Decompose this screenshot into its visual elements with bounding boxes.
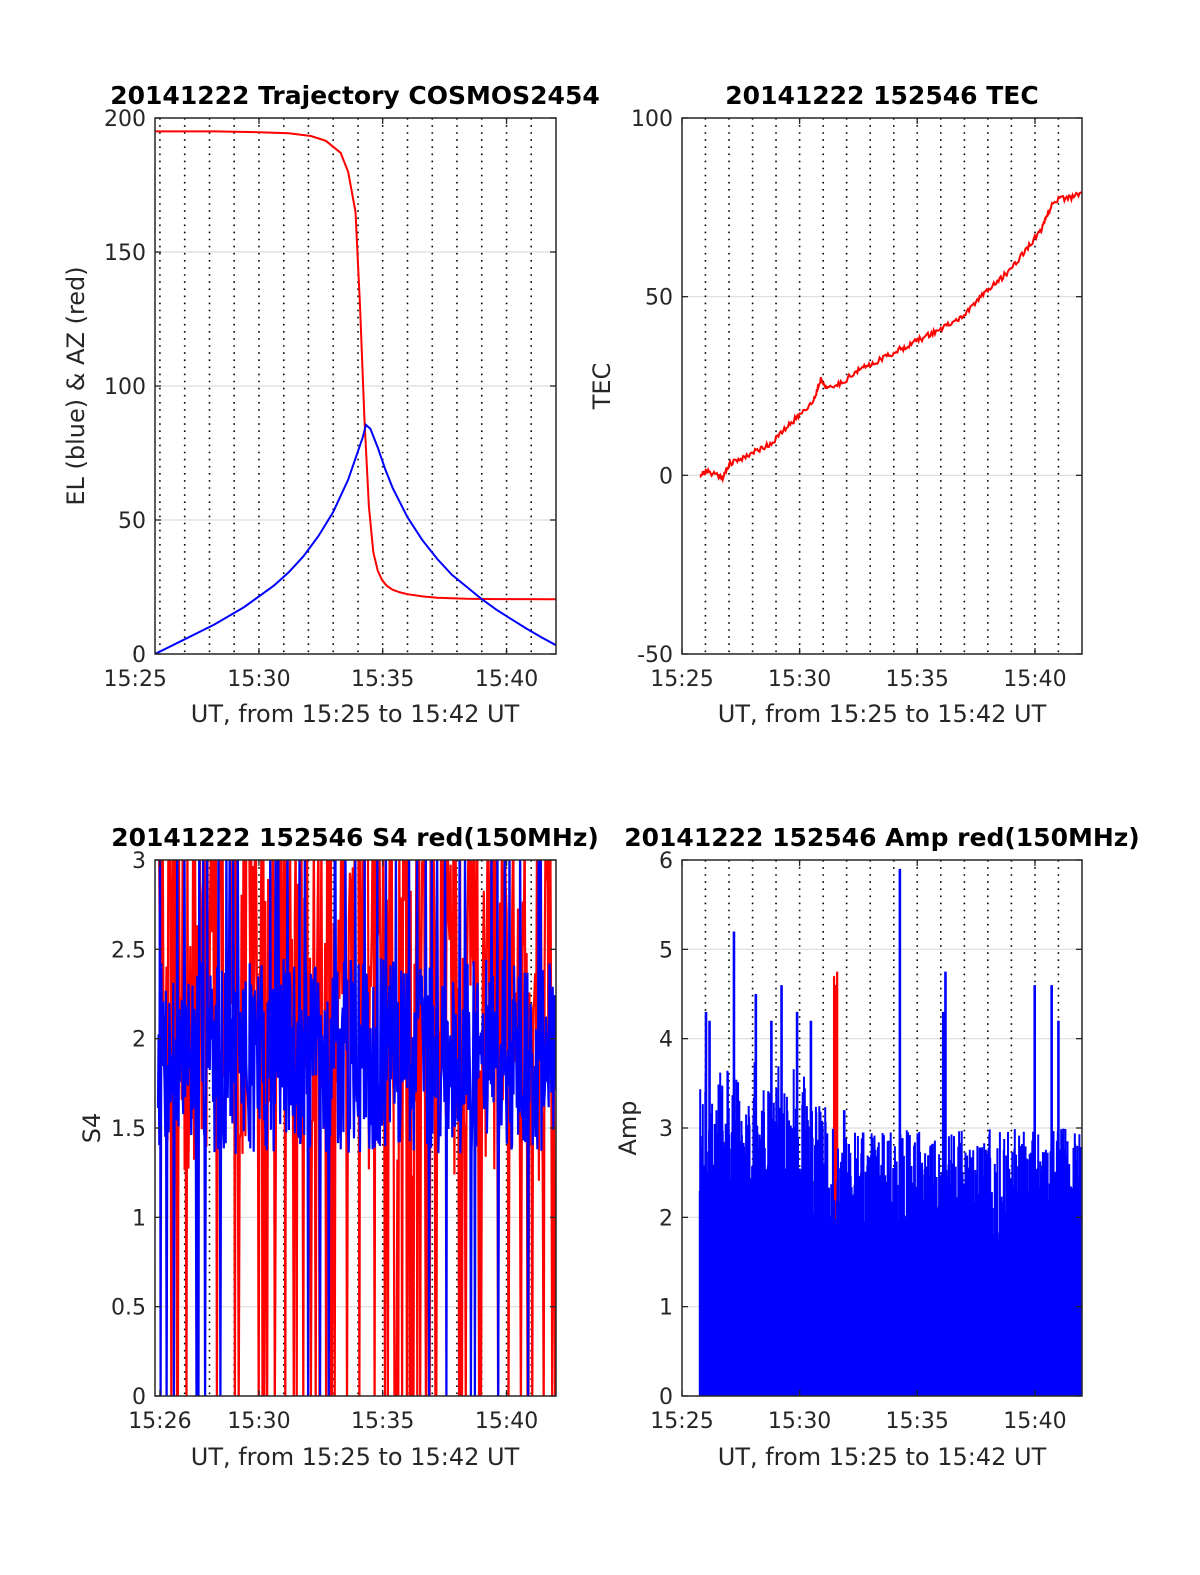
amp-series-1-dense xyxy=(698,1062,1082,1396)
s4-title: 20141222 152546 S4 red(150MHz) xyxy=(111,823,599,852)
s4-y-tick-label: 0 xyxy=(132,1385,146,1410)
amp-x-label: UT, from 15:25 to 15:42 UT xyxy=(718,1443,1047,1471)
s4-y-tick-label: 2 xyxy=(132,1028,146,1053)
amp-y-tick-label: 6 xyxy=(659,849,673,874)
amp-y-tick-label: 4 xyxy=(659,1028,673,1053)
tec-x-tick-label: 15:25 xyxy=(650,667,713,692)
s4-y-tick-label: 1.5 xyxy=(111,1117,146,1142)
s4-series-1-line xyxy=(156,860,556,1396)
traj-series-0-line xyxy=(155,130,556,601)
trajectory-x-label: UT, from 15:25 to 15:42 UT xyxy=(191,700,520,728)
tec-x-tick-label: 15:40 xyxy=(1003,667,1066,692)
s4-y-tick-label: 2.5 xyxy=(111,938,146,963)
tec-plot-frame xyxy=(681,117,1083,655)
s4-x-tick-label: 15:40 xyxy=(475,1409,538,1434)
amp-x-tick-label: 15:40 xyxy=(1003,1409,1066,1434)
tec-x-tick-label: 15:35 xyxy=(886,667,949,692)
s4-y-tick-label: 3 xyxy=(132,849,146,874)
tec-y-tick-label: 50 xyxy=(645,286,673,311)
s4-x-label: UT, from 15:25 to 15:42 UT xyxy=(191,1443,520,1471)
traj-y-tick-label: 0 xyxy=(132,643,146,668)
amp-y-tick-label: 3 xyxy=(659,1117,673,1142)
amp-y-tick-label: 1 xyxy=(659,1296,673,1321)
trajectory-title: 20141222 Trajectory COSMOS2454 xyxy=(110,81,600,110)
amp-y-label: Amp xyxy=(614,1100,642,1155)
tec-series-0-line xyxy=(699,191,1082,484)
tec-y-tick-label: 100 xyxy=(631,107,673,132)
traj-series-1-line xyxy=(155,423,556,654)
traj-x-tick-label: 15:25 xyxy=(104,667,167,692)
amp-x-tick-label: 15:25 xyxy=(650,1409,713,1434)
tec-x-tick-label: 15:30 xyxy=(768,667,831,692)
s4-chart: 0 0.5 1 1.5 2 2.5 3 15:26 15:30 15:35 15:40 201412… xyxy=(78,823,599,1471)
amp-title: 20141222 152546 Amp red(150MHz) xyxy=(624,823,1140,852)
amp-chart: 0 1 2 3 4 5 6 15:25 15:30 15:35 15:40 20141222 152… xyxy=(614,823,1140,1471)
trajectory-y-label: EL (blue) & AZ (red) xyxy=(62,266,90,505)
tec-y-tick-label: -50 xyxy=(637,643,673,668)
amp-x-tick-label: 15:30 xyxy=(768,1409,831,1434)
tec-x-label: UT, from 15:25 to 15:42 UT xyxy=(718,700,1047,728)
tec-y-label: TEC xyxy=(588,363,616,411)
tec-y-tick-label: 0 xyxy=(659,464,673,489)
traj-x-tick-label: 15:30 xyxy=(227,667,290,692)
trajectory-chart: 0 50 100 150 200 15:25 15:30 15:35 15:40 2014122… xyxy=(62,81,600,728)
s4-y-tick-label: 0.5 xyxy=(111,1296,146,1321)
traj-x-tick-label: 15:40 xyxy=(475,667,538,692)
traj-y-tick-label: 100 xyxy=(104,375,146,400)
amp-y-tick-label: 0 xyxy=(659,1385,673,1410)
traj-y-tick-label: 50 xyxy=(118,509,146,534)
s4-y-tick-label: 1 xyxy=(132,1206,146,1231)
traj-y-tick-label: 200 xyxy=(104,107,146,132)
tec-chart: -50 0 50 100 15:25 15:30 15:35 15:40 20141222 1… xyxy=(588,81,1083,728)
traj-x-tick-label: 15:35 xyxy=(351,667,414,692)
s4-y-label: S4 xyxy=(78,1113,106,1144)
s4-x-tick-label: 15:30 xyxy=(227,1409,290,1434)
amp-y-tick-label: 2 xyxy=(659,1206,673,1231)
traj-y-tick-label: 150 xyxy=(104,241,146,266)
s4-x-tick-label: 15:26 xyxy=(128,1409,191,1434)
amp-x-tick-label: 15:35 xyxy=(886,1409,949,1434)
tec-title: 20141222 152546 TEC xyxy=(725,81,1038,110)
s4-x-tick-label: 15:35 xyxy=(351,1409,414,1434)
amp-y-tick-label: 5 xyxy=(659,938,673,963)
